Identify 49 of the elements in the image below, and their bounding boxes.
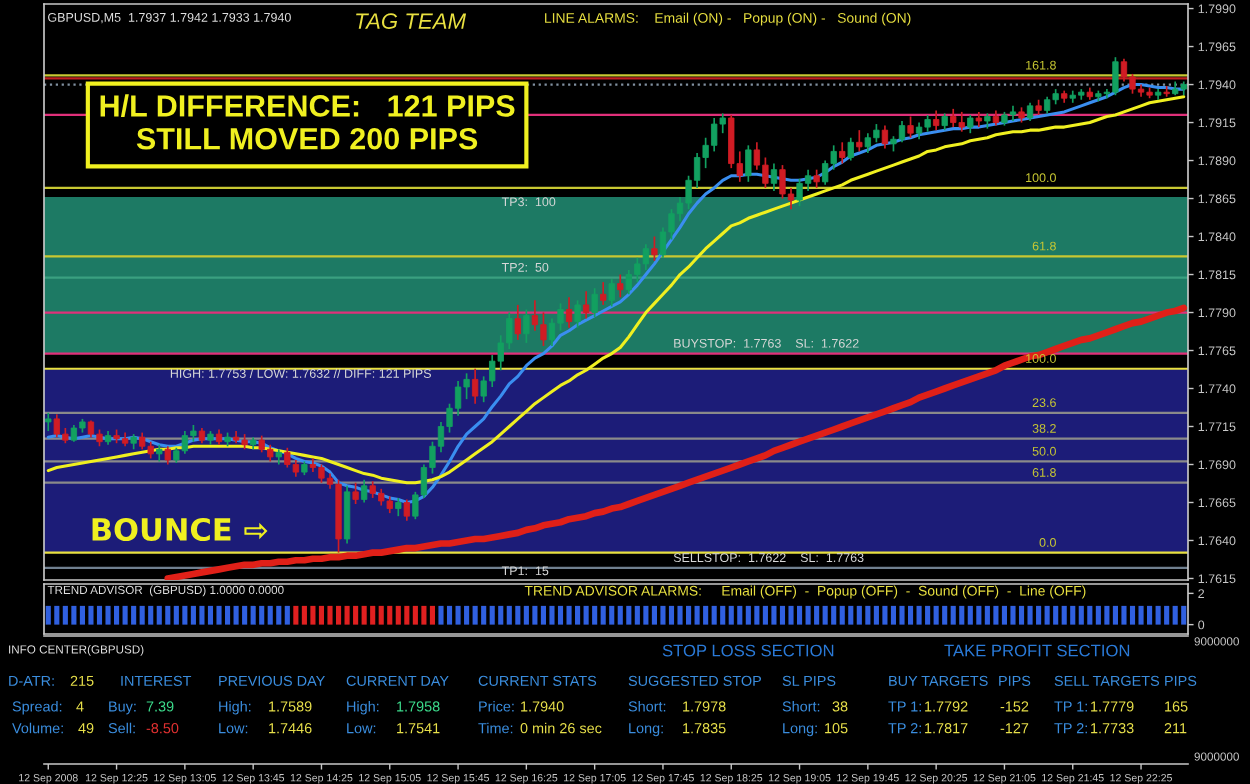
candlestick	[45, 411, 52, 432]
candlestick	[284, 446, 291, 469]
candlestick	[164, 445, 171, 466]
candlestick	[514, 304, 521, 341]
candlestick	[318, 463, 325, 484]
candlestick	[540, 311, 547, 347]
candlestick	[839, 141, 846, 165]
candlestick	[343, 484, 351, 545]
candlestick	[1120, 57, 1128, 83]
candlestick	[967, 114, 974, 135]
candlestick	[898, 120, 906, 144]
candlestick	[352, 481, 359, 505]
text: STOP LOSS SECTION	[662, 644, 834, 657]
candlestick	[642, 243, 650, 271]
annotation: BOUNCE ⇨	[92, 517, 268, 542]
chart-title: TAG TEAM	[356, 13, 467, 29]
annotation: H/L DIFFERENCE: 121 PIPS STILL MOVED 200 PIPS	[100, 94, 515, 150]
candlestick	[847, 136, 854, 162]
candlestick	[1112, 56, 1119, 97]
candlestick	[582, 290, 590, 320]
candlestick	[796, 177, 803, 207]
candlestick	[856, 129, 863, 153]
candlestick	[813, 168, 820, 189]
candlestick	[770, 162, 778, 192]
candlestick	[548, 317, 556, 347]
candlestick	[395, 497, 402, 518]
candlestick	[591, 287, 598, 318]
candlestick	[523, 308, 530, 344]
candlestick	[728, 114, 735, 169]
candlestick	[933, 109, 940, 131]
candlestick	[950, 108, 957, 128]
candlestick	[651, 235, 658, 262]
candlestick	[1026, 101, 1034, 122]
candlestick	[361, 478, 368, 504]
candlestick	[403, 498, 410, 522]
candlestick	[822, 159, 829, 186]
candlestick	[779, 164, 786, 200]
candlestick	[471, 367, 479, 405]
candlestick	[608, 278, 615, 308]
candlestick	[574, 299, 581, 329]
candlestick	[565, 296, 573, 329]
text: TAKE PROFIT SECTION	[944, 644, 1130, 657]
candlestick	[617, 273, 624, 299]
candlestick	[907, 115, 914, 139]
candlestick	[745, 144, 752, 183]
candlestick	[181, 430, 189, 455]
candlestick	[958, 111, 965, 133]
candlestick	[600, 281, 607, 306]
candlestick	[881, 124, 889, 150]
